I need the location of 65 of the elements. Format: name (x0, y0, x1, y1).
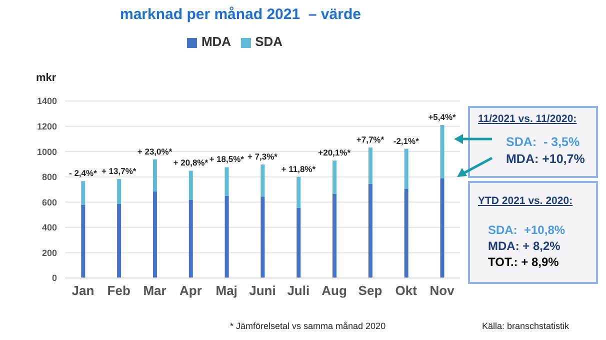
annotation: + 13,7%* (101, 166, 137, 176)
bar (81, 204, 86, 278)
y-tick-label: 200 (42, 248, 57, 258)
chart-title: marknad per månad 2021 – värde (120, 6, 361, 23)
text: * Jämförelsetal vs samma månad 2020 (230, 321, 386, 331)
annotation: -2,1%* (393, 136, 420, 146)
bar (152, 191, 157, 278)
text: SDA: - 3,5% (506, 135, 580, 149)
text: YTD 2021 vs. 2020: (478, 195, 573, 207)
bar (440, 178, 444, 278)
bar (224, 196, 229, 278)
text: 11/2021 vs. 11/2020: (478, 113, 577, 125)
legend-label: SDA (255, 34, 283, 49)
x-tick-label: Sep (358, 283, 382, 298)
text: MDA: + 8,2% (488, 239, 560, 253)
annotation: + 20,8%* (173, 158, 209, 168)
y-axis-title: mkr (36, 72, 56, 84)
bar (117, 179, 122, 204)
x-tick-label: Nov (430, 283, 456, 298)
bar (224, 167, 229, 196)
bar (260, 196, 265, 278)
x-tick-label: Maj (216, 283, 238, 298)
text: SDA: +10,8% (488, 223, 566, 237)
y-tick-label: 400 (42, 222, 57, 233)
bar (188, 170, 193, 200)
annotation: +20,1%* (318, 148, 352, 158)
y-tick-label: 1200 (36, 121, 57, 132)
x-tick-label: Okt (395, 283, 418, 298)
x-tick-label: Aug (322, 283, 348, 298)
bar (152, 159, 157, 192)
x-tick-label: Jan (72, 283, 94, 298)
bar (296, 208, 301, 278)
annotation: + 11,8%* (281, 164, 316, 174)
y-tick-label: 0 (52, 273, 57, 284)
annotation: +5,4%* (428, 112, 457, 122)
legend-label: MDA (201, 34, 232, 49)
annotation: + 23,0%* (137, 146, 173, 156)
y-tick-label: 800 (42, 172, 57, 182)
x-tick-label: Feb (107, 283, 130, 298)
bar (188, 200, 193, 278)
annotation: + 7,3%* (247, 151, 278, 162)
x-tick-label: Apr (179, 283, 202, 298)
text: TOT.: + 8,9% (488, 255, 559, 269)
y-tick-label: 1400 (36, 96, 57, 106)
bar (332, 194, 337, 278)
bar (404, 188, 408, 278)
x-tick-label: Mar (143, 283, 166, 298)
bar (440, 125, 444, 178)
bar (404, 148, 408, 189)
bar (332, 160, 337, 194)
bar (296, 176, 301, 208)
y-tick-label: 600 (42, 197, 57, 208)
x-tick-label: Juni (249, 283, 276, 298)
bar (260, 164, 265, 197)
annotation: + 18,5%* (209, 154, 245, 164)
annotation: - 2,4%* (69, 168, 98, 178)
bar (368, 148, 372, 184)
bar (81, 181, 86, 205)
text: MDA: +10,7% (506, 152, 585, 166)
text: Källa: branschstatistik (482, 321, 570, 331)
y-tick-label: 1000 (36, 146, 57, 157)
bar (368, 184, 372, 278)
x-tick-label: Juli (287, 283, 310, 298)
annotation: +7,7%* (356, 134, 385, 145)
bar (117, 204, 122, 278)
